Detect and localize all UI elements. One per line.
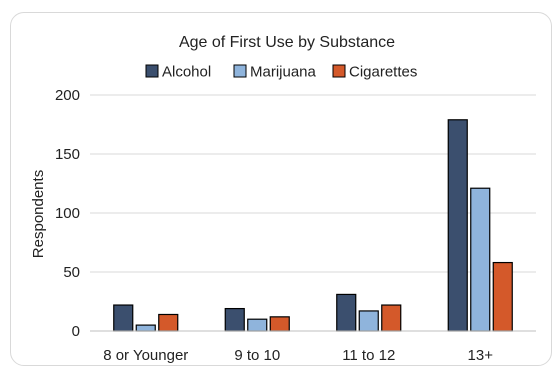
- gridlines: [90, 94, 536, 273]
- y-tick-label: 50: [63, 264, 80, 281]
- chart-title: Age of First Use by Substance: [179, 34, 395, 51]
- legend-label-cigarettes: Cigarettes: [349, 64, 417, 81]
- bars: [113, 119, 513, 332]
- bar-alcohol-1: [224, 307, 245, 332]
- x-axis-ticks: 8 or Younger 9 to 10 11 to 12 13+: [103, 347, 493, 364]
- bar-cigarettes-3: [492, 261, 513, 332]
- legend: Alcohol Marijuana Cigarettes: [145, 64, 417, 81]
- x-tick-label: 9 to 10: [234, 347, 280, 364]
- bar-marijuana-1: [247, 318, 268, 332]
- y-tick-label: 100: [55, 205, 80, 222]
- bar-marijuana-3: [470, 187, 491, 332]
- bar-alcohol-3: [447, 119, 468, 332]
- legend-swatch-alcohol: [145, 64, 159, 78]
- bar-cigarettes-0: [158, 313, 179, 332]
- bar-cigarettes-2: [381, 304, 402, 332]
- legend-label-alcohol: Alcohol: [162, 64, 211, 81]
- y-tick-label: 200: [55, 87, 80, 104]
- y-tick-label: 150: [55, 146, 80, 163]
- legend-label-marijuana: Marijuana: [250, 64, 317, 81]
- x-tick-label: 13+: [468, 347, 494, 364]
- x-tick-label: 8 or Younger: [103, 347, 188, 364]
- bar-alcohol-2: [336, 293, 357, 332]
- bar-cigarettes-1: [269, 316, 290, 332]
- bar-marijuana-2: [358, 310, 379, 332]
- y-tick-label: 0: [72, 323, 80, 340]
- legend-swatch-cigarettes: [332, 64, 346, 78]
- y-axis-label: Respondents: [30, 170, 47, 258]
- legend-swatch-marijuana: [233, 64, 247, 78]
- bar-alcohol-0: [113, 304, 134, 332]
- y-axis-ticks: 0 50 100 150 200: [55, 87, 80, 340]
- bar-marijuana-0: [135, 324, 156, 332]
- x-tick-label: 11 to 12: [342, 347, 395, 364]
